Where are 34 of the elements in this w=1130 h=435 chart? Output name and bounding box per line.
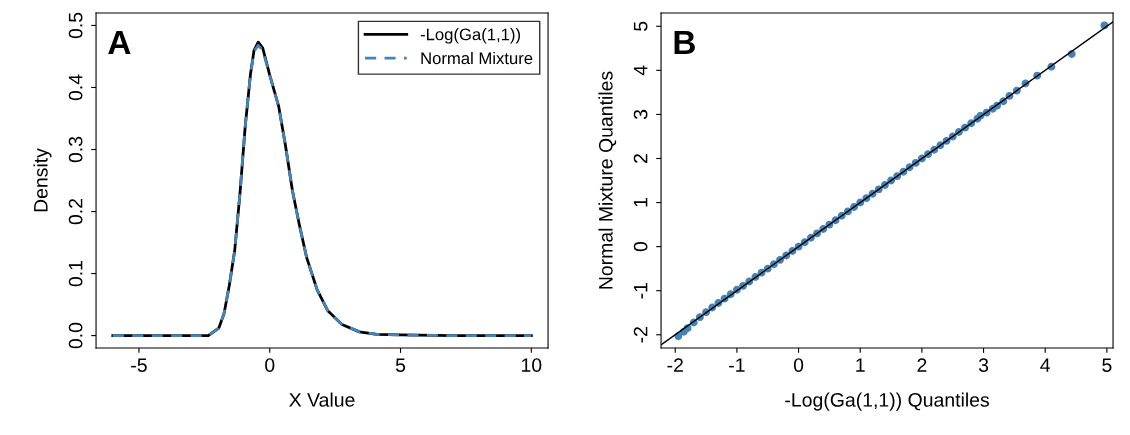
y-tick-label: 0.0 <box>68 322 83 349</box>
y-tick-label: 0.3 <box>68 136 83 163</box>
y-tick-label: 0 <box>633 241 648 252</box>
y-tick-label: 3 <box>633 109 648 120</box>
x-tick-label: -5 <box>131 358 147 372</box>
x-tick-label: 4 <box>1040 358 1051 372</box>
y-tick-label: 0.5 <box>68 12 83 39</box>
x-tick-label: 0 <box>265 358 275 372</box>
x-tick-label: 2 <box>917 358 927 372</box>
annotation: A <box>108 31 131 54</box>
x-tick-label: -1 <box>729 358 745 372</box>
x-tick-label: 5 <box>1102 358 1112 372</box>
annotation: B <box>674 31 695 54</box>
x-tick-label: 1 <box>856 358 865 372</box>
y-tick-label: 0.4 <box>68 74 83 101</box>
legend-label: -Log(Ga(1,1)) <box>420 28 520 44</box>
y-tick-label: 4 <box>633 65 648 76</box>
x-tick-label: 5 <box>395 358 406 372</box>
y-tick-label: 0.2 <box>68 199 83 225</box>
y-tick-label: -1 <box>633 283 648 299</box>
y-tick-label: 0.1 <box>68 261 83 287</box>
x-tick-label: 0 <box>793 358 804 372</box>
y-axis-title: Density <box>33 148 52 212</box>
y-tick-label: -2 <box>633 327 648 343</box>
x-axis-title: -Log(Ga(1,1)) Quantiles <box>785 392 990 411</box>
y-tick-label: 5 <box>633 21 648 31</box>
y-axis-title: Normal Mixture Quantiles <box>598 71 617 289</box>
x-tick-label: 10 <box>521 358 542 372</box>
x-tick-label: 3 <box>978 358 989 372</box>
x-axis-title: X Value <box>289 392 355 407</box>
legend-label: Normal Mixture <box>421 51 533 65</box>
y-tick-label: 1 <box>633 198 648 207</box>
x-tick-label: -2 <box>667 358 683 372</box>
y-tick-label: 2 <box>633 154 648 163</box>
